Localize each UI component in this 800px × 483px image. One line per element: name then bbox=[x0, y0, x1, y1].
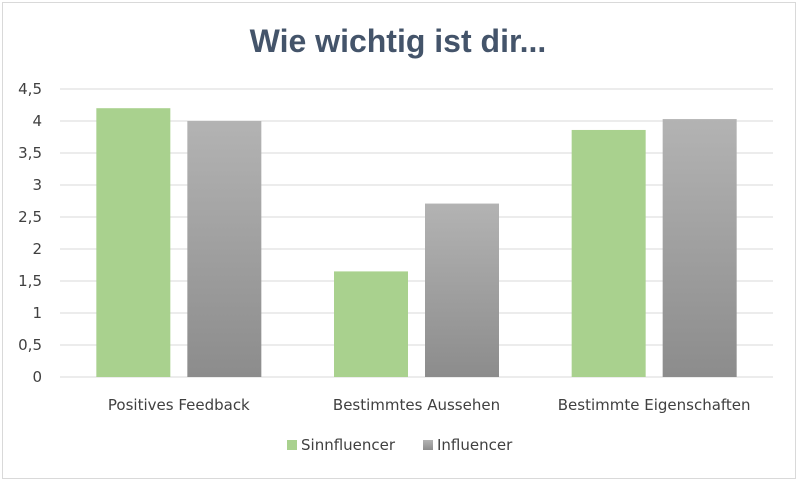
y-tick-label: 1,5 bbox=[18, 272, 42, 290]
y-axis-ticks: 0 0,5 1 1,5 2 2,5 3 3,5 4 4,5 bbox=[18, 80, 42, 386]
category-label: Bestimmte Eigenschaften bbox=[558, 396, 751, 414]
y-tick-label: 0,5 bbox=[18, 336, 42, 354]
y-tick-label: 4 bbox=[32, 112, 42, 130]
bar-influencer bbox=[662, 119, 737, 377]
y-tick-label: 1 bbox=[32, 304, 42, 322]
legend-label: Influencer bbox=[437, 436, 513, 454]
gridlines bbox=[60, 88, 773, 378]
y-tick-label: 2,5 bbox=[18, 208, 42, 226]
legend-label: Sinnfluencer bbox=[301, 436, 396, 454]
bar-sinnfluencer bbox=[334, 271, 408, 377]
y-tick-label: 3 bbox=[32, 176, 42, 194]
x-axis-categories: Positives Feedback Bestimmtes Aussehen Bes… bbox=[108, 396, 751, 414]
category-label: Bestimmtes Aussehen bbox=[333, 396, 500, 414]
legend-swatch-influencer bbox=[423, 440, 433, 450]
bar-influencer bbox=[425, 203, 499, 377]
legend-swatch-sinnfluencer bbox=[287, 440, 297, 450]
y-tick-label: 0 bbox=[32, 368, 42, 386]
y-tick-label: 4,5 bbox=[18, 80, 42, 98]
y-tick-label: 2 bbox=[32, 240, 42, 258]
bar-sinnfluencer bbox=[571, 129, 646, 377]
bar-influencer bbox=[187, 121, 262, 377]
chart-title: Wie wichtig ist dir... bbox=[250, 23, 547, 59]
bar-sinnfluencer bbox=[96, 108, 171, 377]
bars bbox=[96, 108, 737, 377]
category-label: Positives Feedback bbox=[108, 396, 250, 414]
legend: Sinnfluencer Influencer bbox=[287, 436, 513, 454]
y-tick-label: 3,5 bbox=[18, 144, 42, 162]
